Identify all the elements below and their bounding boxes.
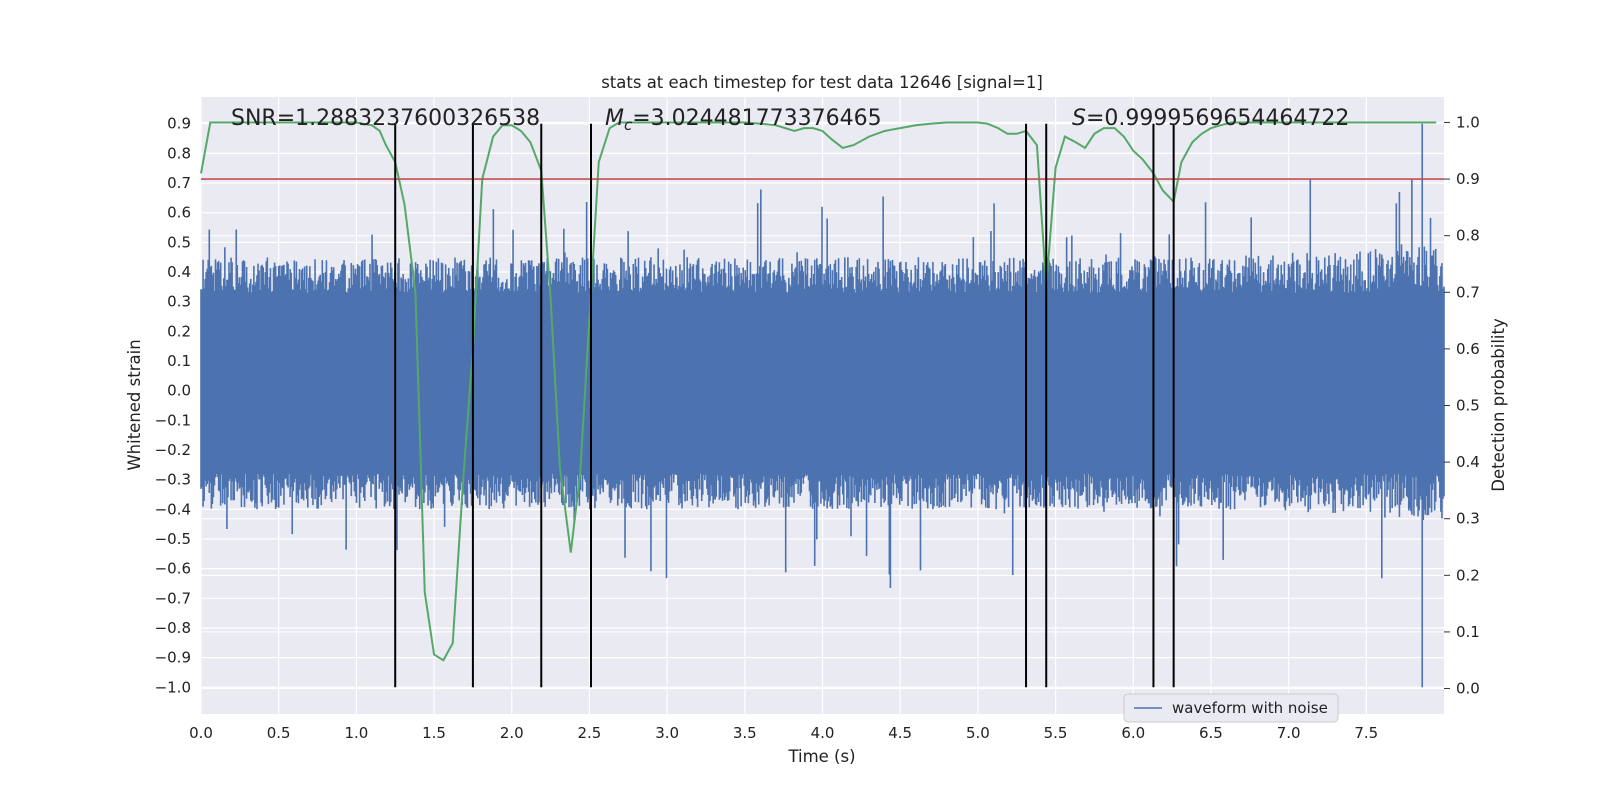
y-tick-label-18: 0.8 — [167, 144, 191, 162]
y-tick-label-2: −0.8 — [155, 619, 191, 637]
x-tick-label-13: 6.5 — [1199, 724, 1223, 742]
y-tick-label-13: 0.3 — [167, 293, 191, 311]
y-tick-label-5: −0.5 — [155, 530, 191, 548]
x-tick-label-10: 5.0 — [966, 724, 990, 742]
x-tick-label-3: 1.5 — [422, 724, 446, 742]
y2-axis-ticks: 0.0 0.1 0.2 0.3 0.4 0.5 0.6 0.7 0.8 0.9 1.0 — [1444, 113, 1480, 698]
waveform-series — [200, 123, 1445, 688]
y-tick-label-9: −0.1 — [155, 411, 191, 429]
legend-label: waveform with noise — [1172, 699, 1328, 717]
x-tick-label-11: 5.5 — [1044, 724, 1068, 742]
x-tick-label-4: 2.0 — [500, 724, 524, 742]
y-tick-label-12: 0.2 — [167, 322, 191, 340]
legend-box — [1123, 693, 1339, 723]
x-tick-label-5: 2.5 — [578, 724, 602, 742]
y2-tick-label-8: 0.8 — [1456, 227, 1480, 245]
y-tick-label-14: 0.4 — [167, 263, 191, 281]
x-axis-ticks: 0.0 0.5 1.0 1.5 2.0 2.5 3.0 3.5 4.0 4.5 5.0 5.5 6.0 6… — [189, 724, 1378, 742]
event-markers — [394, 123, 1175, 688]
x-tick-label-1: 0.5 — [267, 724, 291, 742]
x-tick-label-8: 4.0 — [811, 724, 835, 742]
x-tick-label-12: 6.0 — [1121, 724, 1145, 742]
y2-tick-label-4: 0.4 — [1456, 453, 1480, 471]
x-tick-label-9: 4.5 — [888, 724, 912, 742]
s-value: =0.9999569654464722 — [1086, 106, 1349, 131]
detection-probability-series — [200, 121, 1444, 662]
y-axis-label: Whitened strain — [125, 339, 144, 470]
x-tick-label-15: 7.5 — [1354, 724, 1378, 742]
y-tick-label-1: −0.9 — [155, 649, 191, 667]
y-tick-label-17: 0.7 — [167, 174, 191, 192]
y2-tick-label-9: 0.9 — [1456, 170, 1480, 188]
y2-tick-label-1: 0.1 — [1456, 623, 1480, 641]
y2-tick-label-10: 1.0 — [1456, 113, 1480, 131]
y-tick-label-0: −1.0 — [155, 678, 191, 696]
snr-statistic-annotation: S=0.9999569654464722 — [1072, 106, 1349, 131]
s-symbol: S — [1072, 106, 1086, 131]
y2-tick-label-5: 0.5 — [1456, 397, 1480, 415]
detection-probability-line — [200, 121, 1437, 662]
x-tick-label-0: 0.0 — [189, 724, 213, 742]
y2-tick-label-7: 0.7 — [1456, 283, 1480, 301]
y2-tick-label-2: 0.2 — [1456, 566, 1480, 584]
x-tick-label-7: 3.5 — [733, 724, 757, 742]
y-tick-label-3: −0.7 — [155, 589, 191, 607]
chirp-mass-annotation: Mc=3.024481773376465 — [605, 106, 882, 134]
chirp-mass-subscript: c — [624, 116, 633, 134]
y-tick-label-16: 0.6 — [167, 204, 191, 222]
chirp-mass-symbol: M — [605, 106, 624, 131]
x-tick-label-2: 1.0 — [344, 724, 368, 742]
legend: waveform with noise — [1123, 693, 1339, 723]
y-tick-label-6: −0.4 — [155, 500, 191, 518]
y2-tick-label-3: 0.3 — [1456, 510, 1480, 528]
y-tick-label-11: 0.1 — [167, 352, 191, 370]
y2-tick-label-6: 0.6 — [1456, 340, 1480, 358]
y-tick-label-15: 0.5 — [167, 233, 191, 251]
y-tick-label-7: −0.3 — [155, 471, 191, 489]
y2-tick-label-0: 0.0 — [1456, 680, 1480, 698]
y-tick-label-10: 0.0 — [167, 382, 191, 400]
y2-axis-label: Detection probability — [1489, 318, 1508, 492]
x-tick-label-14: 7.0 — [1277, 724, 1301, 742]
y-tick-label-19: 0.9 — [167, 115, 191, 133]
x-tick-label-6: 3.0 — [655, 724, 679, 742]
chirp-mass-value: =3.024481773376465 — [632, 106, 881, 131]
y-tick-label-4: −0.6 — [155, 560, 191, 578]
y-tick-label-8: −0.2 — [155, 441, 191, 459]
y-axis-ticks: −1.0 −0.9 −0.8 −0.7 −0.6 −0.5 −0.4 −0.3 −0.2 −0.1… — [155, 115, 191, 697]
x-axis-label: Time (s) — [787, 747, 855, 766]
chart-title: stats at each timestep for test data 126… — [601, 73, 1043, 92]
snr-annotation: SNR=1.2883237600326538 — [231, 106, 540, 131]
waveform-trace — [200, 123, 1445, 688]
